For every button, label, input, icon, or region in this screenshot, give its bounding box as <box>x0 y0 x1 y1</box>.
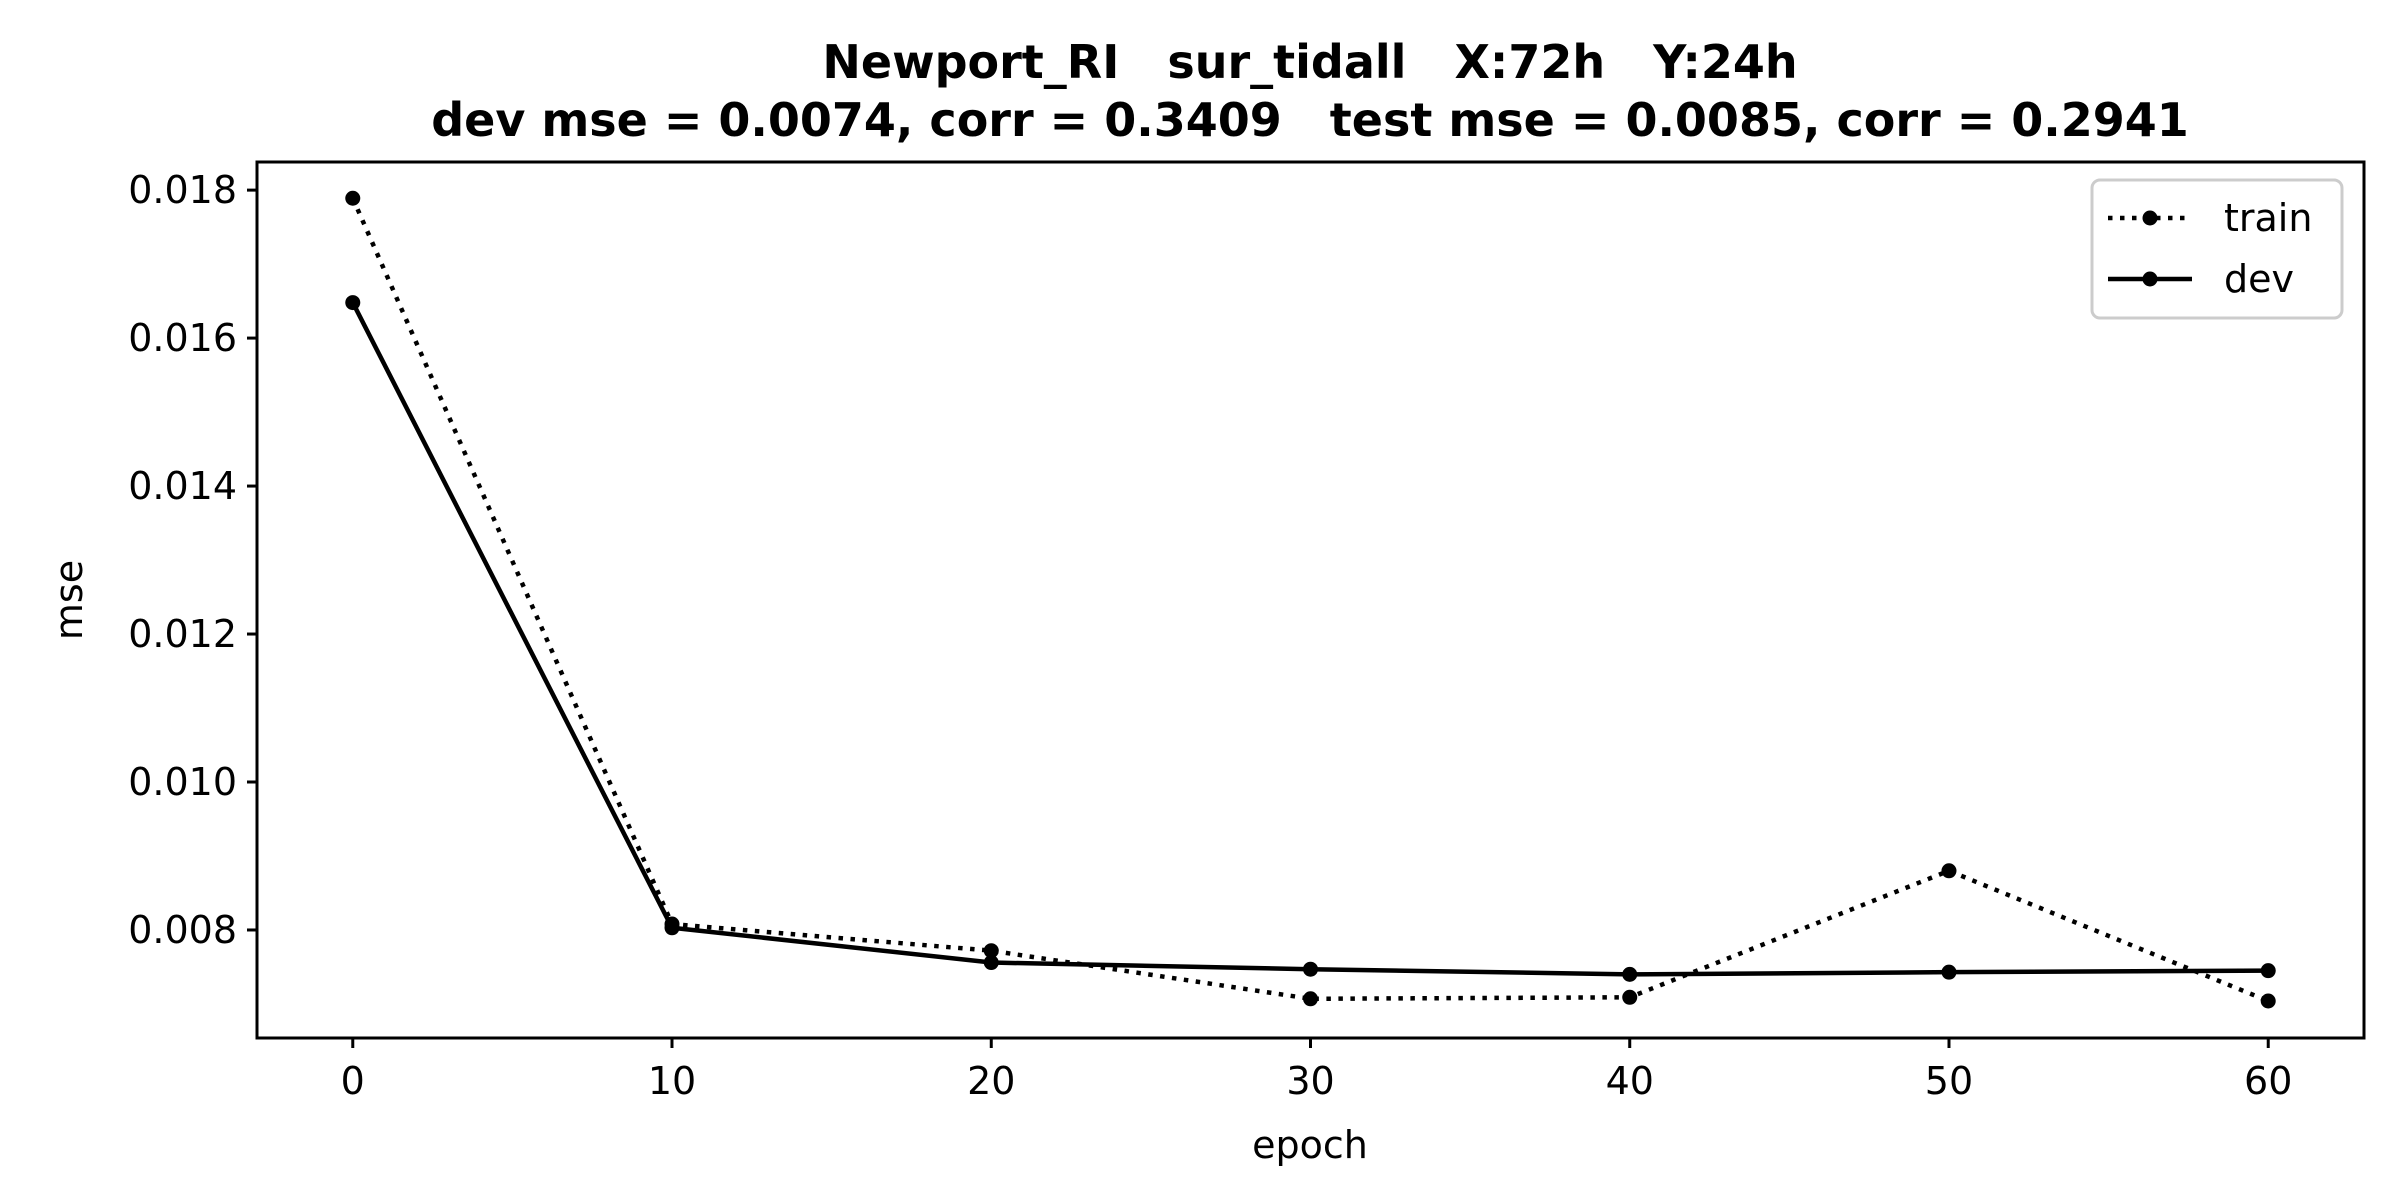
x-axis-label: epoch <box>1252 1123 1368 1167</box>
x-tick-label: 20 <box>967 1059 1015 1103</box>
chart-title-line2: dev mse = 0.0074, corr = 0.3409 test mse… <box>431 93 2189 147</box>
data-point-dev <box>1941 964 1957 980</box>
legend-dev-label: dev <box>2224 257 2294 301</box>
chart-title-line1: Newport_RI sur_tidall X:72h Y:24h <box>822 35 1797 89</box>
data-point-train <box>345 190 361 206</box>
data-point-dev <box>345 295 361 311</box>
legend: train dev <box>2090 178 2344 320</box>
plot-area <box>345 190 2276 1009</box>
plot-frame <box>255 160 2366 1040</box>
legend-train-marker <box>2142 210 2158 226</box>
y-tick-label: 0.014 <box>128 464 237 508</box>
data-point-dev <box>983 955 999 971</box>
data-point-train <box>2260 993 2276 1009</box>
y-tick-label: 0.018 <box>128 168 237 212</box>
y-tick-label: 0.008 <box>128 908 237 952</box>
x-tick-label: 30 <box>1286 1059 1334 1103</box>
data-point-dev <box>1303 961 1318 977</box>
y-axis-label: mse <box>47 560 91 640</box>
y-tick-label: 0.010 <box>128 760 237 804</box>
data-point-train <box>1941 863 1957 879</box>
x-tick-label: 40 <box>1606 1059 1654 1103</box>
x-tick-label: 0 <box>341 1059 365 1103</box>
x-tick-label: 50 <box>1925 1059 1973 1103</box>
y-tick-label: 0.012 <box>128 612 237 656</box>
data-point-train <box>983 943 999 959</box>
x-tick-label: 60 <box>2244 1059 2292 1103</box>
legend-dev-marker <box>2142 271 2158 287</box>
y-tick-label: 0.016 <box>128 316 237 360</box>
data-point-train <box>1303 991 1318 1007</box>
data-point-dev <box>664 920 680 936</box>
legend-train-label: train <box>2224 196 2312 240</box>
axis-ticks: 0 10 20 30 40 50 60 0.008 0.010 0.012 0.014 0.016 0.… <box>128 168 2292 1103</box>
data-point-train <box>1622 989 1638 1005</box>
data-point-dev <box>1622 966 1638 982</box>
x-tick-label: 10 <box>648 1059 696 1103</box>
data-point-dev <box>2260 963 2276 979</box>
